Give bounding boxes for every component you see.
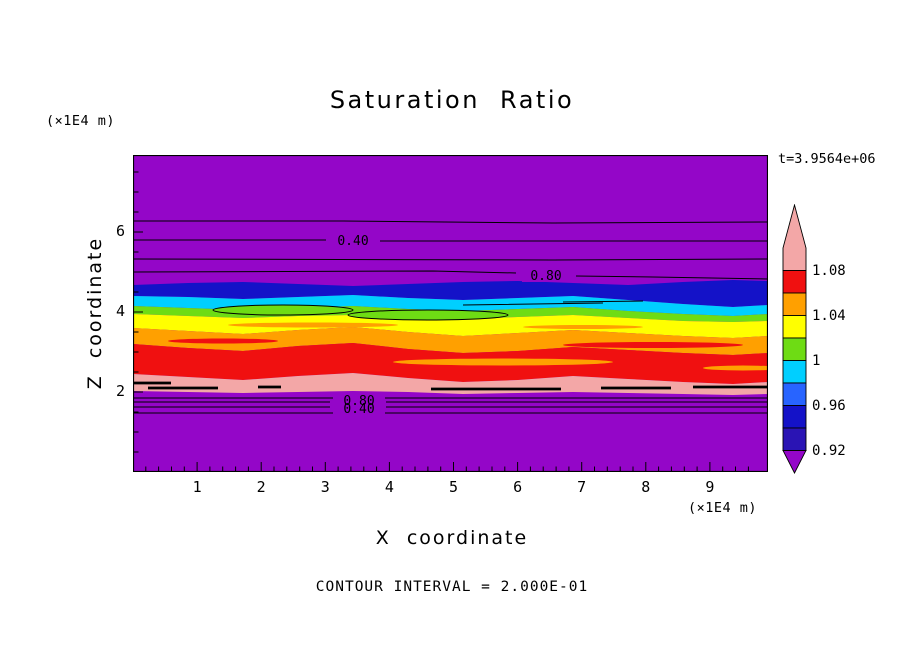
colorbar-segment-pink [782,204,807,271]
time-annotation: t=3.9564e+06 [778,151,876,167]
x-tick-label: 8 [641,478,651,496]
contour-label-lower-040: 0.40 [343,402,374,417]
contour-plot-area: 0.40 0.80 0.80 0.40 [133,155,768,472]
orange-streak [393,358,613,366]
contour-line-020 [133,220,768,224]
x-axis-label: X coordinate [375,527,529,549]
x-tick-label: 6 [513,478,523,496]
x-tick-label: 7 [577,478,587,496]
orange-streak [703,365,768,371]
colorbar-tick-label: 0.96 [812,398,846,414]
x-tick-label: 1 [192,478,202,496]
contour-line-100 [462,300,644,306]
band-pink [133,373,768,395]
colorbar-segment-darkblue [782,427,807,451]
colorbar-tick-label: 1.04 [812,308,846,324]
z-tick-label: 4 [115,302,125,320]
contour-label-upper-080: 0.80 [530,269,561,284]
green-blob [212,304,354,316]
red-streak [563,342,743,348]
z-axis-units-label: (×1E4 m) [46,113,116,129]
contour-dashed-fragments [133,381,768,391]
red-streak [168,338,278,344]
label-mask [329,233,377,247]
x-tick-label: 3 [320,478,330,496]
x-axis-units-label: (×1E4 m) [688,500,758,516]
colorbar-segment-cyan [782,360,807,384]
colorbar-tick-label: 0.92 [812,443,846,459]
contour-line-060 [133,258,768,261]
z-tick-label: 2 [115,382,125,400]
green-blob [347,309,509,321]
x-tick-label: 2 [256,478,266,496]
x-tick-label: 5 [448,478,459,496]
band-cyan [133,295,768,316]
colorbar-segment-blue [782,382,807,406]
colorbar-segment-orange [782,292,807,316]
colorbar-tick-label: 1.08 [812,263,846,279]
contour-line-040 [133,239,768,242]
contour-label-lower-080: 0.80 [343,394,374,409]
label-mask [333,394,385,415]
z-tick-label: 6 [115,222,125,240]
colorbar-segment-yellow [782,315,807,339]
colorbar-tick-label: 1 [812,353,821,369]
band-darkblue [133,280,768,307]
contour-line-080 [133,270,768,280]
colorbar-segment-green [782,337,807,361]
label-mask [522,268,570,282]
plot-border [133,155,768,472]
colorbar-segment-navy [782,405,807,429]
band-orange [133,327,768,355]
colorbar [782,204,807,474]
colorbar-segment-purple [782,450,807,474]
x-tick-label: 4 [384,478,394,496]
plot-title: Saturation Ratio [329,86,575,114]
orange-streak [523,325,643,329]
x-tick-label: 9 [705,478,715,496]
orange-streak [228,322,398,328]
colorbar-segment-red [782,270,807,294]
contour-interval-label: CONTOUR INTERVAL = 2.000E-01 [315,579,589,595]
band-yellow [133,314,768,338]
contour-label-upper-040: 0.40 [337,234,368,249]
